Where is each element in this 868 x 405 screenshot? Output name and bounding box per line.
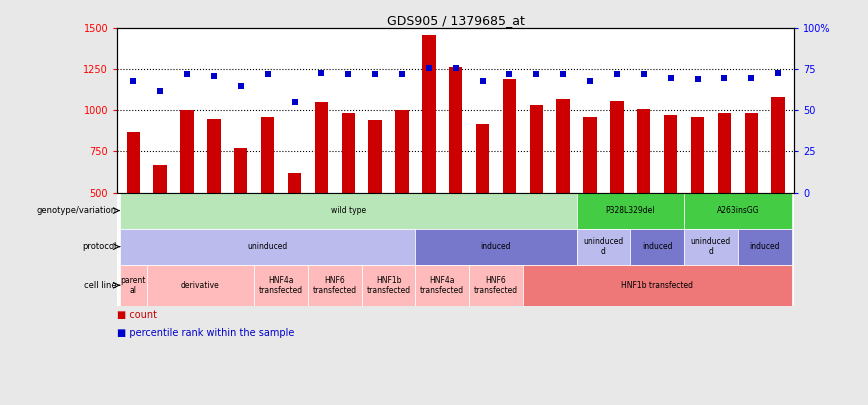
Bar bbox=[718, 113, 731, 275]
Text: P328L329del: P328L329del bbox=[606, 206, 655, 215]
Text: HNF1b
transfected: HNF1b transfected bbox=[366, 275, 411, 295]
Bar bbox=[288, 173, 301, 275]
Bar bbox=[610, 100, 623, 275]
Text: parent
al: parent al bbox=[121, 275, 146, 295]
Bar bbox=[154, 165, 167, 275]
Bar bbox=[147, 265, 254, 306]
Bar bbox=[416, 228, 576, 265]
Bar bbox=[637, 109, 650, 275]
Bar bbox=[207, 119, 220, 275]
Text: HNF6
transfected: HNF6 transfected bbox=[312, 275, 357, 295]
Bar bbox=[422, 35, 436, 275]
Bar bbox=[254, 265, 308, 306]
Bar bbox=[362, 265, 416, 306]
Text: HNF1b transfected: HNF1b transfected bbox=[621, 281, 694, 290]
Text: HNF4a
transfected: HNF4a transfected bbox=[259, 275, 303, 295]
Text: cell line: cell line bbox=[84, 281, 116, 290]
Bar bbox=[120, 228, 416, 265]
Bar bbox=[476, 124, 490, 275]
Bar bbox=[341, 113, 355, 275]
Title: GDS905 / 1379685_at: GDS905 / 1379685_at bbox=[387, 14, 524, 27]
Bar bbox=[234, 148, 247, 275]
Bar bbox=[120, 192, 576, 228]
Text: induced: induced bbox=[749, 242, 780, 251]
Text: ■ percentile rank within the sample: ■ percentile rank within the sample bbox=[117, 328, 294, 338]
Bar bbox=[576, 192, 684, 228]
Bar bbox=[503, 79, 516, 275]
Text: protocol: protocol bbox=[82, 242, 116, 251]
Bar bbox=[529, 104, 543, 275]
Text: A263insGG: A263insGG bbox=[716, 206, 760, 215]
Bar bbox=[181, 111, 194, 275]
Text: HNF4a
transfected: HNF4a transfected bbox=[420, 275, 464, 295]
Bar bbox=[745, 113, 758, 275]
Text: wild type: wild type bbox=[331, 206, 365, 215]
Text: ■ count: ■ count bbox=[117, 310, 157, 320]
Bar bbox=[576, 228, 630, 265]
Bar bbox=[691, 117, 704, 275]
Bar bbox=[523, 265, 792, 306]
Text: HNF6
transfected: HNF6 transfected bbox=[474, 275, 518, 295]
Bar bbox=[772, 97, 785, 275]
Bar bbox=[738, 228, 792, 265]
Bar bbox=[120, 265, 147, 306]
Bar bbox=[684, 228, 738, 265]
Bar bbox=[416, 265, 469, 306]
Text: derivative: derivative bbox=[181, 281, 220, 290]
Bar bbox=[314, 102, 328, 275]
Bar bbox=[395, 111, 409, 275]
Text: induced: induced bbox=[642, 242, 673, 251]
Text: genotype/variation: genotype/variation bbox=[36, 206, 116, 215]
Text: uninduced
d: uninduced d bbox=[583, 237, 623, 256]
Bar bbox=[469, 265, 523, 306]
Bar bbox=[368, 120, 382, 275]
Bar bbox=[261, 117, 274, 275]
Text: uninduced: uninduced bbox=[247, 242, 288, 251]
Bar bbox=[556, 99, 570, 275]
Text: uninduced
d: uninduced d bbox=[691, 237, 731, 256]
Bar bbox=[684, 192, 792, 228]
Bar bbox=[630, 228, 684, 265]
Bar bbox=[664, 115, 677, 275]
Text: induced: induced bbox=[481, 242, 511, 251]
Bar bbox=[308, 265, 362, 306]
Bar bbox=[127, 132, 140, 275]
Bar bbox=[583, 117, 596, 275]
Bar bbox=[449, 67, 463, 275]
